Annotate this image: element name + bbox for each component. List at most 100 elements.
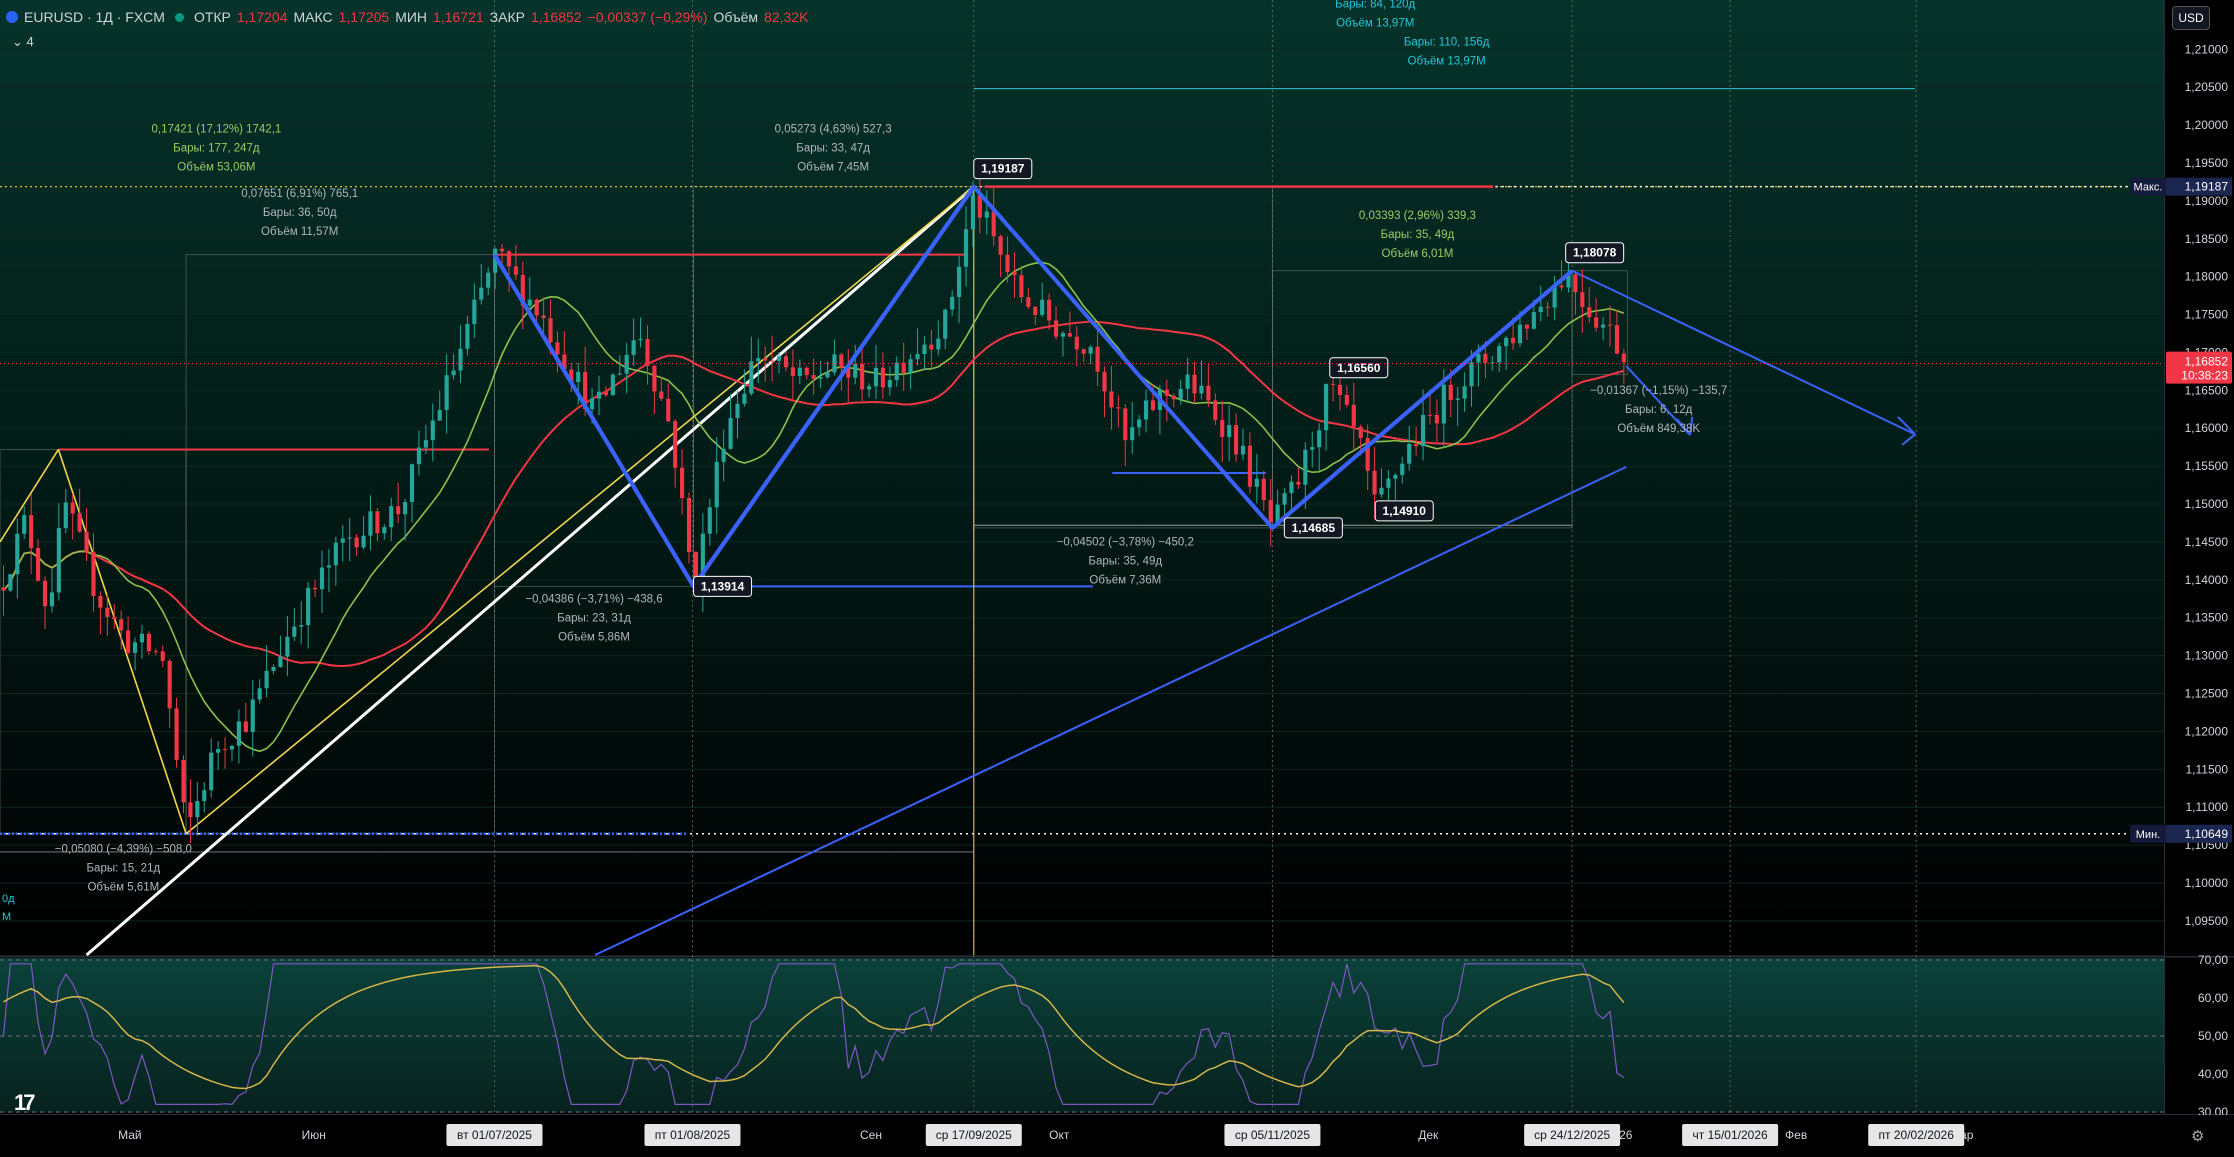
candle-body[interactable] xyxy=(666,398,671,422)
candle-body[interactable] xyxy=(1047,299,1052,321)
candle-body[interactable] xyxy=(340,538,345,543)
candle-body[interactable] xyxy=(354,537,359,548)
candle-body[interactable] xyxy=(271,666,276,671)
candle-body[interactable] xyxy=(1587,307,1592,318)
candle-body[interactable] xyxy=(112,616,117,620)
candle-body[interactable] xyxy=(735,403,740,418)
candle-body[interactable] xyxy=(846,368,851,378)
candle-body[interactable] xyxy=(860,363,865,390)
time-marker-box[interactable] xyxy=(446,1124,543,1146)
candle-body[interactable] xyxy=(472,299,477,325)
candle-body[interactable] xyxy=(984,211,989,218)
candle-body[interactable] xyxy=(880,367,885,388)
candle-body[interactable] xyxy=(63,502,68,529)
candle-body[interactable] xyxy=(1317,430,1322,448)
candle-body[interactable] xyxy=(202,790,207,802)
candle-body[interactable] xyxy=(1330,383,1336,385)
candle-body[interactable] xyxy=(347,537,352,539)
candle-body[interactable] xyxy=(209,752,214,791)
candle-body[interactable] xyxy=(1566,274,1571,288)
candle-body[interactable] xyxy=(1379,487,1384,495)
candle-body[interactable] xyxy=(1601,324,1606,328)
candle-body[interactable] xyxy=(333,542,338,566)
candle-body[interactable] xyxy=(1102,371,1107,392)
candle-body[interactable] xyxy=(963,229,969,267)
harmonic-pattern[interactable] xyxy=(492,184,1574,589)
candle-body[interactable] xyxy=(1476,353,1481,363)
candle-body[interactable] xyxy=(555,342,560,355)
candle-body[interactable] xyxy=(1247,445,1253,487)
candle-body[interactable] xyxy=(659,391,664,399)
candle-body[interactable] xyxy=(1074,336,1079,350)
candle-body[interactable] xyxy=(728,417,733,449)
candle-body[interactable] xyxy=(790,367,795,376)
currency-button[interactable]: USD xyxy=(2172,6,2210,30)
candle-body[interactable] xyxy=(908,359,913,373)
candle-body[interactable] xyxy=(257,688,262,700)
candle-body[interactable] xyxy=(1393,474,1398,479)
pattern-leg[interactable] xyxy=(492,253,696,588)
candle-body[interactable] xyxy=(361,535,366,548)
candle-body[interactable] xyxy=(583,371,588,410)
candle-body[interactable] xyxy=(264,670,269,689)
candle-body[interactable] xyxy=(1081,349,1086,354)
current-price-tag[interactable] xyxy=(2166,351,2232,384)
candle-body[interactable] xyxy=(742,393,747,404)
candle-body[interactable] xyxy=(1019,275,1024,298)
candle-body[interactable] xyxy=(1143,400,1149,420)
candle-body[interactable] xyxy=(313,587,318,590)
candle-body[interactable] xyxy=(1483,353,1488,363)
candle-body[interactable] xyxy=(1303,449,1308,485)
candle-body[interactable] xyxy=(1510,337,1516,344)
candle-body[interactable] xyxy=(1455,398,1460,400)
candle-body[interactable] xyxy=(1545,306,1550,308)
candle-body[interactable] xyxy=(396,506,401,515)
candle-body[interactable] xyxy=(1441,384,1446,424)
time-axis[interactable]: МайИюнИюлАвгСенОктНояДек26ФевМарвт 01/07… xyxy=(0,1115,2234,1152)
candle-body[interactable] xyxy=(1552,285,1557,308)
candle-body[interactable] xyxy=(652,365,657,392)
candle-body[interactable] xyxy=(776,356,782,361)
candle-body[interactable] xyxy=(98,596,103,608)
candle-body[interactable] xyxy=(853,363,858,378)
candle-body[interactable] xyxy=(562,354,567,370)
time-marker-box[interactable] xyxy=(1868,1124,1965,1146)
candle-body[interactable] xyxy=(167,660,172,709)
candle-body[interactable] xyxy=(278,656,283,667)
candle-body[interactable] xyxy=(1095,346,1100,372)
time-marker-box[interactable] xyxy=(1524,1124,1621,1146)
candle-body[interactable] xyxy=(1559,285,1564,288)
candle-body[interactable] xyxy=(1621,353,1626,363)
candle-body[interactable] xyxy=(243,721,248,732)
candle-body[interactable] xyxy=(1414,443,1419,447)
candle-body[interactable] xyxy=(1296,481,1301,485)
candle-body[interactable] xyxy=(1206,385,1211,401)
candle-body[interactable] xyxy=(493,248,498,273)
candle-body[interactable] xyxy=(804,367,809,376)
candle-body[interactable] xyxy=(1531,312,1536,329)
candle-body[interactable] xyxy=(174,708,179,760)
candle-body[interactable] xyxy=(811,375,816,379)
candle-body[interactable] xyxy=(1434,414,1439,424)
pattern-leg[interactable] xyxy=(1271,269,1574,530)
candle-body[interactable] xyxy=(1192,374,1197,394)
candle-body[interactable] xyxy=(1351,404,1356,427)
candle-body[interactable] xyxy=(1344,394,1349,405)
candle-body[interactable] xyxy=(1497,346,1502,363)
candle-body[interactable] xyxy=(222,749,228,751)
candle-body[interactable] xyxy=(389,506,394,528)
candle-body[interactable] xyxy=(1365,438,1370,471)
candle-body[interactable] xyxy=(1185,374,1190,389)
candle-body[interactable] xyxy=(195,801,200,818)
candle-body[interactable] xyxy=(1116,407,1121,409)
candle-body[interactable] xyxy=(29,515,34,549)
candle-body[interactable] xyxy=(797,367,802,376)
candle-body[interactable] xyxy=(749,361,754,394)
candle-body[interactable] xyxy=(181,759,186,803)
candle-body[interactable] xyxy=(437,409,442,421)
candle-body[interactable] xyxy=(91,551,96,597)
indicators-toggle[interactable]: ⌄ 4 xyxy=(12,34,34,50)
candle-body[interactable] xyxy=(1240,445,1246,455)
